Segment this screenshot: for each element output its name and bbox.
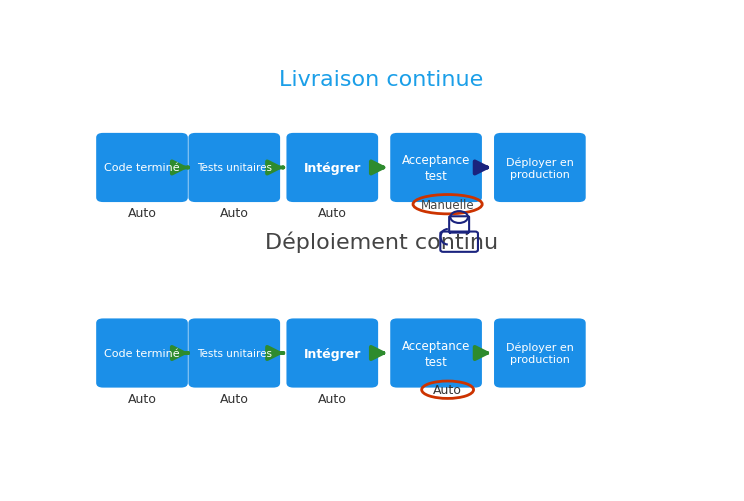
- Text: Déployer en
production: Déployer en production: [506, 157, 574, 179]
- Text: Auto: Auto: [219, 392, 248, 405]
- Text: Tests unitaires: Tests unitaires: [196, 348, 272, 358]
- Text: Auto: Auto: [127, 392, 156, 405]
- FancyBboxPatch shape: [96, 134, 187, 203]
- Text: Code terminé: Code terminé: [104, 163, 180, 173]
- Text: Auto: Auto: [219, 207, 248, 220]
- FancyBboxPatch shape: [286, 319, 378, 388]
- Text: Code terminé: Code terminé: [104, 348, 180, 358]
- Text: Acceptance
test: Acceptance test: [402, 154, 470, 182]
- Text: Tests unitaires: Tests unitaires: [196, 163, 272, 173]
- FancyBboxPatch shape: [188, 134, 280, 203]
- Text: Auto: Auto: [318, 392, 347, 405]
- FancyBboxPatch shape: [494, 134, 586, 203]
- FancyBboxPatch shape: [188, 319, 280, 388]
- Text: Livraison continue: Livraison continue: [279, 70, 484, 89]
- FancyBboxPatch shape: [391, 319, 482, 388]
- Text: Intégrer: Intégrer: [304, 347, 361, 360]
- Text: Acceptance
test: Acceptance test: [402, 339, 470, 368]
- Text: Auto: Auto: [127, 207, 156, 220]
- Text: Manuelle: Manuelle: [421, 198, 475, 211]
- Text: Auto: Auto: [318, 207, 347, 220]
- FancyBboxPatch shape: [494, 319, 586, 388]
- Text: Déploiement continu: Déploiement continu: [265, 230, 498, 252]
- Text: Auto: Auto: [433, 383, 462, 396]
- Text: Intégrer: Intégrer: [304, 162, 361, 175]
- FancyBboxPatch shape: [391, 134, 482, 203]
- FancyBboxPatch shape: [286, 134, 378, 203]
- Text: Déployer en
production: Déployer en production: [506, 342, 574, 365]
- FancyBboxPatch shape: [96, 319, 187, 388]
